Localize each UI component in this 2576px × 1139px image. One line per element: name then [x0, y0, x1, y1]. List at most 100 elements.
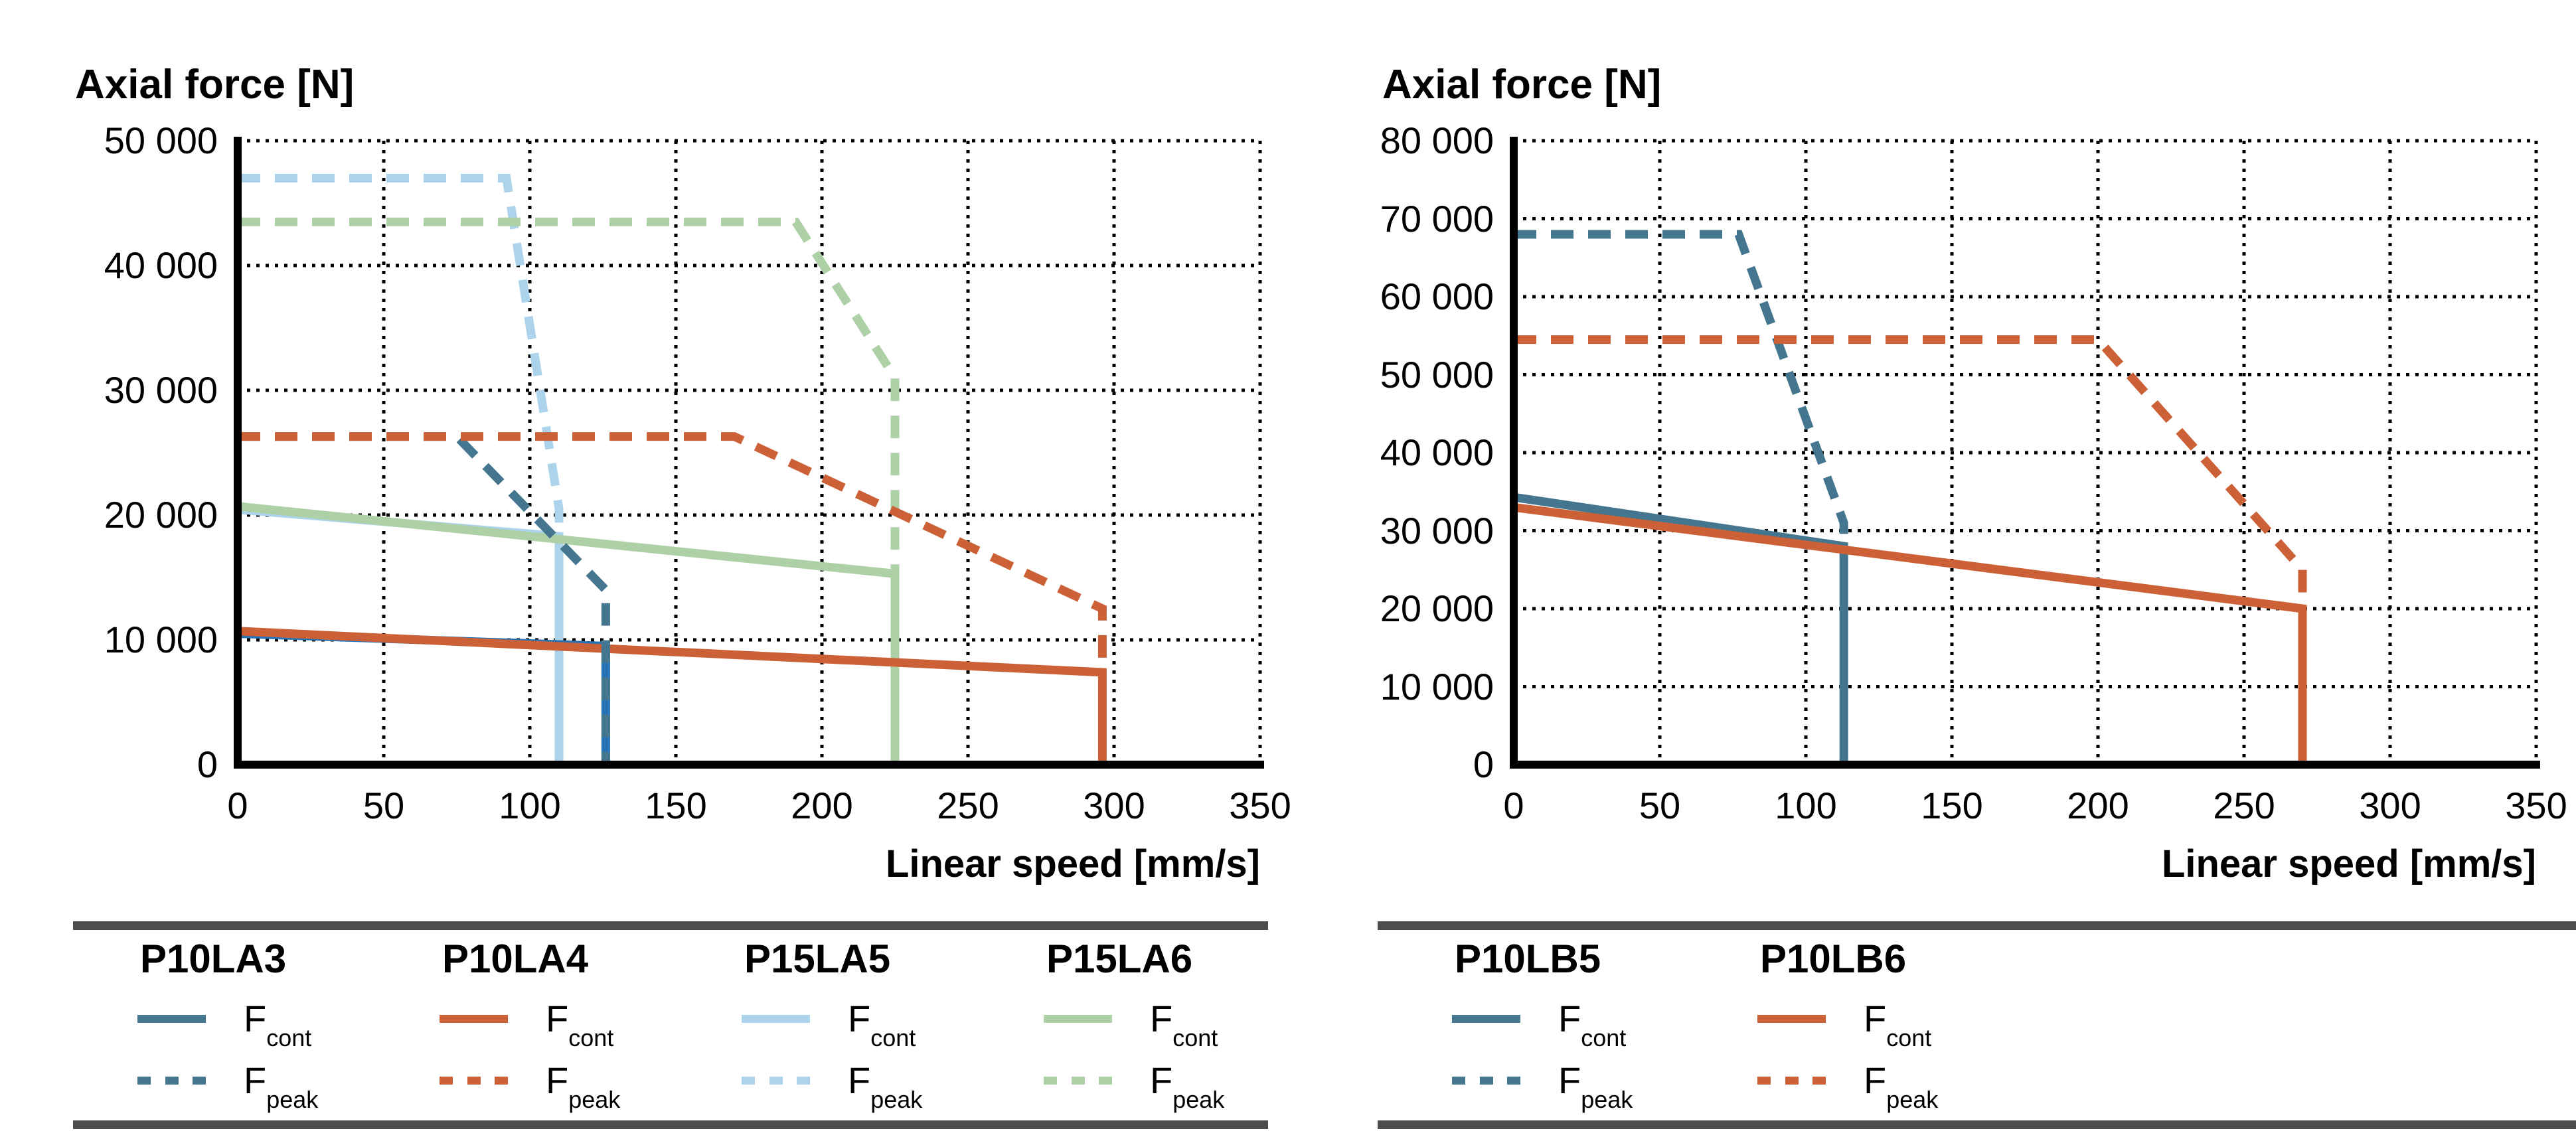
fpeak-line-swatch [440, 1077, 508, 1085]
force-subscript-cont: cont [266, 1024, 312, 1051]
series-P10LA3-F_cont [237, 629, 610, 765]
x-tick-label: 250 [937, 785, 999, 826]
series-P10LB5-F_peak [1514, 230, 1848, 546]
force-symbol: F [1558, 1059, 1581, 1101]
legend-entry-fpeak: Fpeak [1044, 1057, 1224, 1112]
force-symbol: F [546, 1059, 569, 1101]
legend-column-p10la4: P10LA4 Fcont Fpeak [440, 929, 738, 1128]
x-tick-label: 0 [227, 785, 248, 826]
fcont-line-swatch [440, 1015, 508, 1023]
legend-entry-fpeak: Fpeak [742, 1057, 922, 1112]
legend-model-name: P10LB5 [1455, 937, 1601, 981]
x-tick-label: 200 [2067, 785, 2129, 826]
fcont-label: Fcont [244, 1000, 311, 1050]
force-symbol: F [848, 1059, 871, 1101]
y-tick-label: 50 000 [1380, 353, 1494, 396]
x-tick-label: 300 [2359, 785, 2421, 826]
fpeak-line-swatch [742, 1077, 810, 1085]
x-tick-label: 250 [2213, 785, 2275, 826]
force-subscript-peak: peak [1172, 1086, 1225, 1113]
fcont-line-swatch [742, 1015, 810, 1023]
fpeak-label: Fpeak [1864, 1059, 1938, 1112]
y-tick-label: 10 000 [104, 619, 218, 660]
x-tick-label: 200 [791, 785, 853, 826]
x-tick-label: 0 [1503, 785, 1524, 826]
y-tick-label: 30 000 [1380, 509, 1494, 552]
fpeak-label: Fpeak [1150, 1062, 1224, 1112]
x-tick-label: 150 [645, 785, 707, 826]
force-symbol: F [1864, 1059, 1887, 1101]
fpeak-line-swatch [1452, 1077, 1520, 1085]
legend-model-name: P10LA4 [442, 937, 589, 981]
force-subscript-peak: peak [568, 1086, 621, 1113]
series-P15LA6-F_peak [238, 217, 900, 574]
y-tick-label: 50 000 [104, 119, 218, 161]
force-symbol: F [244, 1059, 267, 1101]
force-subscript-cont: cont [1581, 1024, 1627, 1051]
x-tick-label: 300 [1083, 785, 1145, 826]
legend-entry-fcont: Fcont [742, 996, 916, 1050]
x-tick-label: 350 [1229, 785, 1291, 826]
force-symbol: F [1558, 998, 1581, 1039]
series-P10LB5-F_cont [1513, 493, 1848, 765]
legend-column-p10lb6: P10LB6 Fcont Fpeak [1757, 929, 2056, 1128]
force-symbol: F [848, 998, 871, 1039]
fcont-label: Fcont [1558, 998, 1626, 1050]
legend-model-name: P10LA3 [140, 937, 287, 981]
fcont-line-swatch [1757, 1015, 1826, 1023]
legend-model-name: P15LA6 [1046, 937, 1193, 981]
fpeak-label: Fpeak [1558, 1059, 1633, 1112]
fcont-label: Fcont [1150, 998, 1218, 1050]
series-P15LA5-F_peak [238, 173, 564, 536]
y-tick-label: 30 000 [104, 369, 218, 411]
force-subscript-peak: peak [870, 1086, 923, 1113]
legend-entry-fcont: Fcont [1452, 996, 1626, 1050]
legend-entry-fpeak: Fpeak [1452, 1057, 1633, 1112]
force-symbol: F [1150, 998, 1173, 1039]
force-subscript-peak: peak [266, 1086, 319, 1113]
fcont-line-swatch [137, 1015, 206, 1023]
fpeak-line-swatch [137, 1077, 206, 1085]
y-tick-label: 60 000 [1380, 275, 1494, 317]
fcont-line-swatch [1044, 1015, 1112, 1023]
fpeak-label: Fpeak [546, 1059, 620, 1112]
force-subscript-cont: cont [870, 1024, 916, 1051]
legend-entry-fcont: Fcont [440, 996, 613, 1050]
force-subscript-cont: cont [1172, 1024, 1218, 1051]
right-xaxis-label: Linear speed [mm/s] [2161, 842, 2536, 885]
legend-entry-fpeak: Fpeak [440, 1057, 620, 1112]
fpeak-line-swatch [1757, 1077, 1826, 1085]
series-P10LA4-F_cont [237, 627, 1107, 765]
legend-model-name: P15LA5 [744, 937, 891, 981]
legend-column-p15la6: P15LA6 Fcont Fpeak [1044, 929, 1342, 1128]
y-tick-label: 0 [1473, 743, 1494, 785]
force-symbol: F [546, 998, 569, 1039]
y-tick-label: 80 000 [1380, 119, 1494, 161]
fcont-label: Fcont [546, 998, 613, 1050]
fpeak-line-swatch [1044, 1077, 1112, 1085]
series-P10LB6-F_peak [1514, 335, 2307, 609]
legend-entry-fpeak: Fpeak [137, 1057, 318, 1112]
right-legend-top-bar [1378, 921, 2576, 930]
legend-entry-fpeak: Fpeak [1757, 1057, 1938, 1112]
series-P10LA4-F_peak [238, 432, 1107, 672]
x-tick-label: 350 [2505, 785, 2567, 826]
x-tick-label: 50 [1639, 785, 1681, 826]
right-legend-bottom-bar [1378, 1120, 2576, 1129]
legend-column-p15la5: P15LA5 Fcont Fpeak [742, 929, 1040, 1128]
series-P10LA3-F_peak [238, 432, 610, 765]
left-legend-top-bar [73, 921, 1268, 930]
series-P10LB6-F_cont [1513, 502, 2307, 765]
y-tick-label: 70 000 [1380, 197, 1494, 240]
force-subscript-cont: cont [568, 1024, 614, 1051]
force-subscript-peak: peak [1581, 1086, 1633, 1113]
force-subscript-cont: cont [1886, 1024, 1932, 1051]
fcont-label: Fcont [848, 998, 916, 1050]
legend-entry-fcont: Fcont [1757, 996, 1931, 1050]
y-tick-label: 0 [197, 743, 218, 785]
left-chart-title: Axial force [N] [75, 62, 355, 108]
legend-entry-fcont: Fcont [1044, 996, 1218, 1050]
x-tick-label: 150 [1921, 785, 1983, 826]
